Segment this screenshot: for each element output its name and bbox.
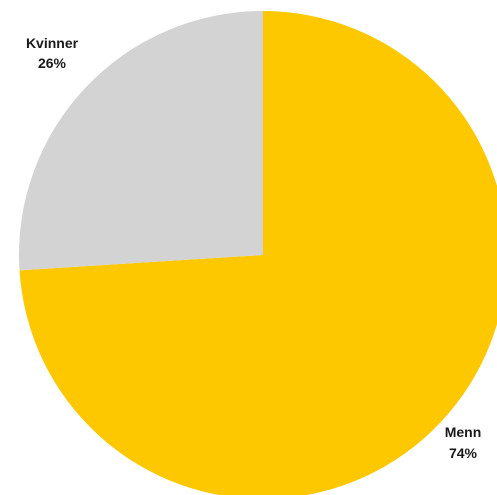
- slice-label-menn: Menn: [445, 424, 482, 440]
- slice-label-kvinner: Kvinner: [26, 35, 79, 51]
- pie-slice-menn: [19, 11, 497, 495]
- pie-slice-kvinner: [18, 11, 263, 271]
- slice-value-menn: 74%: [449, 445, 478, 461]
- slice-label-group-menn: Menn 74%: [445, 424, 482, 461]
- pie-slices: [18, 11, 497, 495]
- slice-value-kvinner: 26%: [38, 55, 67, 71]
- slice-label-group-kvinner: Kvinner 26%: [26, 35, 79, 71]
